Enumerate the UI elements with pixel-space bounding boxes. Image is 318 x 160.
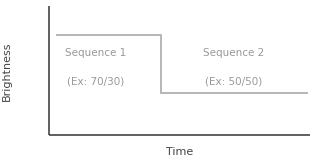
Text: (Ex: 70/30): (Ex: 70/30) — [67, 77, 124, 87]
Text: Time: Time — [166, 147, 193, 157]
Text: Brightness: Brightness — [2, 41, 11, 100]
Text: Sequence 2: Sequence 2 — [203, 48, 264, 58]
Text: Sequence 1: Sequence 1 — [65, 48, 126, 58]
Text: (Ex: 50/50): (Ex: 50/50) — [205, 77, 262, 87]
